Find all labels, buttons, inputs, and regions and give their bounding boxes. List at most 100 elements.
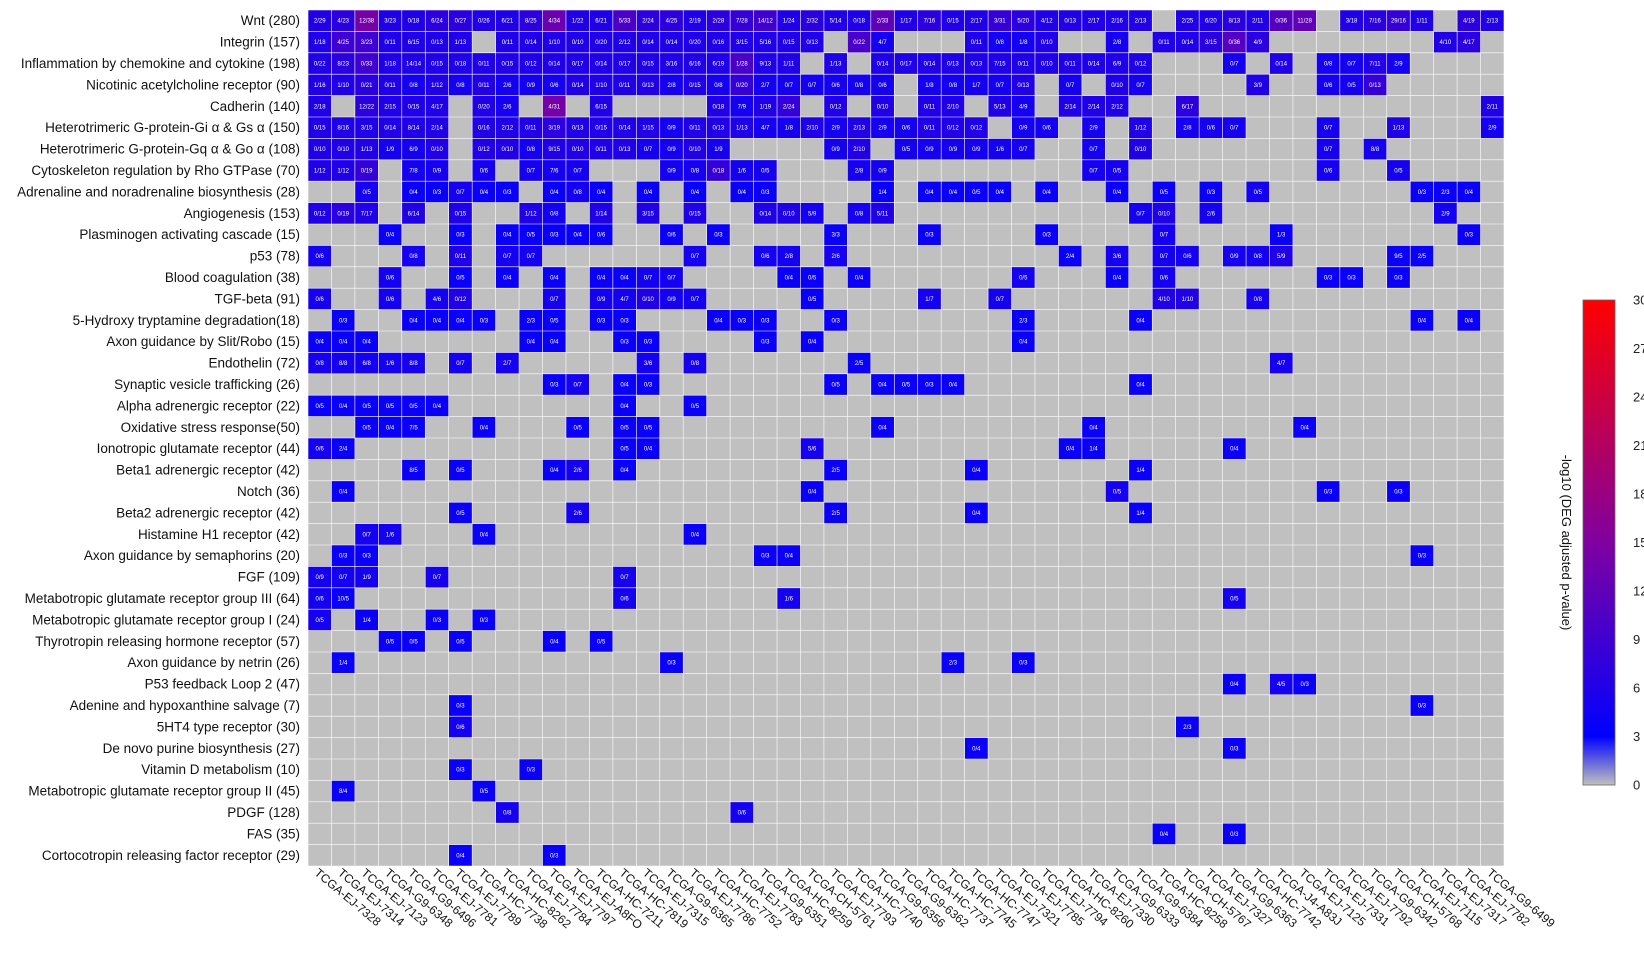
cell-label: 2/17 [971, 19, 983, 25]
cell-label: 4/7 [761, 126, 770, 132]
cell-label: 0/3 [761, 554, 770, 560]
heatmap-cell [331, 780, 355, 802]
heatmap-cell [1128, 202, 1153, 224]
cell-label: 5/9 [808, 211, 817, 217]
cell-label: 0/7 [691, 297, 700, 303]
cell-label: 0/5 [1394, 169, 1403, 175]
heatmap-cell [753, 10, 778, 32]
heatmap-cell [1175, 95, 1200, 117]
cell-label: 0/5 [644, 425, 653, 431]
cell-label: 0/4 [691, 190, 700, 196]
heatmap-cell [472, 609, 496, 631]
heatmap-cell [964, 737, 989, 759]
cell-label: 4/7 [878, 40, 887, 46]
heatmap-cell [1152, 31, 1176, 53]
heatmap-cell [612, 266, 637, 289]
heatmap-cell [1105, 10, 1129, 32]
row-labels: Wnt (280) Integrin (157) Inflammation by c… [17, 13, 300, 863]
cell-label: 7/11 [1369, 62, 1381, 68]
cell-label: 0/3 [1324, 276, 1333, 282]
cell-label: 0/8 [456, 83, 465, 89]
heatmap-cell [308, 245, 332, 267]
heatmap-cell [519, 224, 543, 246]
heatmap-cell [753, 117, 778, 139]
cell-label: 3/31 [994, 19, 1006, 25]
heatmap-cell [378, 52, 402, 75]
colorbar-tick-label: 27 [1633, 341, 1644, 356]
heatmap-cell [308, 74, 332, 96]
cell-label: 0/20 [478, 104, 490, 110]
heatmap-cell [589, 52, 613, 75]
cell-label: 0/27 [455, 19, 467, 25]
cell-label: 8/8 [409, 361, 418, 367]
cell-label: 2/29 [314, 19, 326, 25]
cell-label: 0/5 [620, 425, 629, 431]
heatmap-cell [659, 224, 684, 246]
cell-label: 1/24 [783, 19, 795, 25]
heatmap-cell [1386, 10, 1411, 32]
heatmap-cell [1246, 245, 1270, 267]
cell-label: 0/4 [480, 190, 489, 196]
heatmap-cell [1105, 480, 1129, 503]
heatmap-cell [941, 10, 965, 32]
heatmap-cell [1058, 10, 1082, 32]
heatmap-cell [1058, 438, 1082, 460]
cell-label: 5/6 [808, 447, 817, 453]
cell-label: 0/7 [456, 190, 465, 196]
heatmap-cell [448, 266, 473, 289]
cell-label: 8/14 [408, 126, 420, 132]
cell-label: 3/9 [1254, 83, 1263, 89]
cell-label: 2/13 [853, 126, 865, 132]
heatmap-cell [730, 31, 754, 53]
heatmap-cell [589, 309, 613, 331]
cell-label: 0/4 [386, 425, 395, 431]
cell-label: 1/7 [972, 83, 981, 89]
heatmap-cell [800, 202, 824, 224]
cell-label: 0/3 [738, 318, 747, 324]
cell-label: 0/15 [642, 62, 654, 68]
cell-label: 1/4 [339, 661, 348, 667]
heatmap-cell [589, 288, 613, 310]
heatmap-cell [1363, 138, 1387, 160]
heatmap-cell [683, 52, 707, 75]
cell-label: 0/5 [386, 404, 395, 410]
cell-label: 0/6 [597, 233, 606, 239]
cell-label: 2/9 [878, 126, 887, 132]
cell-label: 1/18 [384, 62, 396, 68]
cell-label: 0/4 [620, 276, 629, 282]
cell-label: 0/3 [456, 768, 465, 774]
row-label: Adenine and hypoxanthine salvage (7) [70, 698, 300, 713]
heatmap-cell [847, 138, 871, 160]
cell-label: 0/5 [1160, 190, 1169, 196]
cell-label: 0/5 [362, 425, 371, 431]
heatmap-cell [354, 95, 379, 117]
cell-label: 7/6 [550, 169, 559, 175]
heatmap-cell [1410, 10, 1434, 32]
cell-label: 4/10 [1158, 297, 1170, 303]
heatmap-cell [308, 609, 332, 631]
cell-label: 0/7 [574, 169, 583, 175]
cell-label: 0/6 [831, 83, 840, 89]
cell-label: 0/5 [972, 190, 981, 196]
heatmap-cell [1105, 159, 1129, 182]
cell-label: 0/7 [1324, 147, 1333, 153]
cell-label: 1/11 [1416, 19, 1428, 25]
cell-label: 0/15 [314, 126, 326, 132]
cell-label: 0/11 [689, 126, 701, 132]
heatmap-cell [964, 459, 989, 481]
heatmap-cell [308, 10, 332, 32]
cell-label: 1/7 [925, 297, 934, 303]
heatmap-cell [565, 502, 590, 524]
cell-label: 1/10 [595, 83, 607, 89]
cell-label: 0/8 [527, 147, 536, 153]
cell-label: 0/4 [480, 532, 489, 538]
heatmap-cell [331, 438, 355, 460]
cell-label: 0/14 [572, 83, 584, 89]
cell-label: 0/5 [1113, 490, 1122, 496]
heatmap-cell [823, 309, 848, 331]
heatmap-cell [753, 202, 778, 224]
heatmap-cell [565, 74, 590, 96]
heatmap-cell [777, 245, 801, 267]
cell-label: 1/12 [1135, 126, 1147, 132]
heatmap-cell [565, 52, 590, 75]
